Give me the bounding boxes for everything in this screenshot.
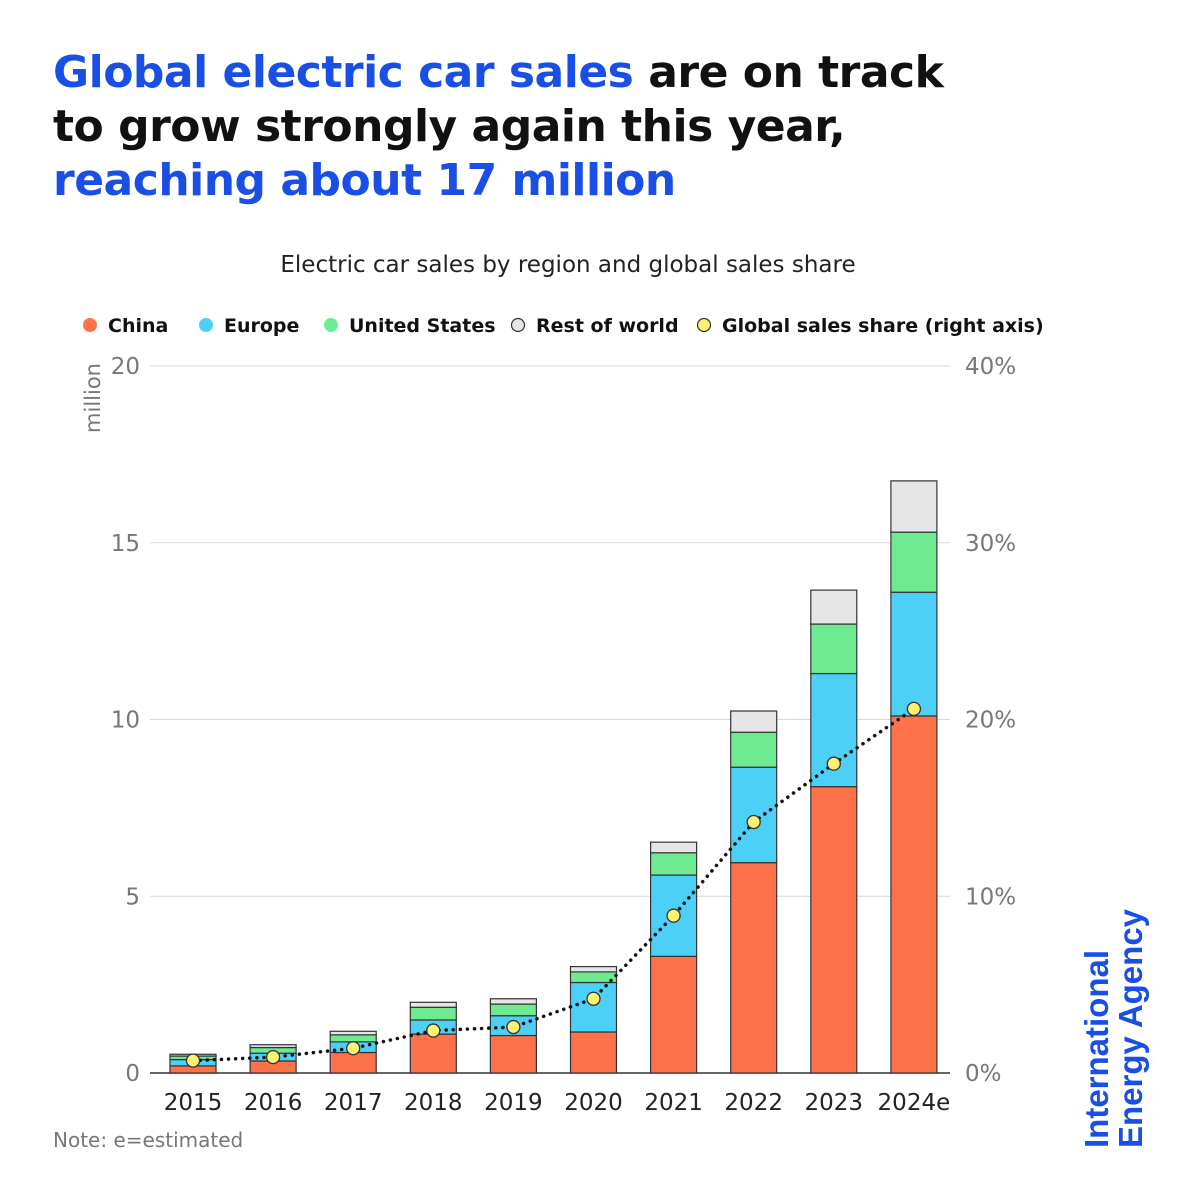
legend: China Europe United States Rest of world Glo… (83, 315, 1044, 337)
bar-europe (569, 981, 618, 1033)
x-tick-label: 2021 (644, 1090, 703, 1116)
bar-united-states (810, 623, 858, 675)
legend-swatch (510, 317, 526, 333)
x-tick-label: 2023 (805, 1090, 864, 1116)
legend-swatch (83, 318, 97, 332)
y2-tick-label: 10% (965, 884, 1016, 910)
bar-china (569, 1031, 618, 1074)
sales-share-point (185, 1053, 201, 1068)
bar-rest-of-world (890, 480, 938, 533)
bar-rest-of-world (569, 965, 618, 973)
y-tick-label: 20 (111, 354, 140, 380)
y-tick-label: 0 (125, 1061, 140, 1087)
x-tick-label: 2022 (724, 1090, 783, 1116)
legend-swatch (696, 317, 712, 333)
bar-rest-of-world (409, 1001, 457, 1008)
sales-share-point (906, 701, 922, 717)
legend-label: China (108, 315, 168, 337)
logo-line-2: Energy Agency (1112, 908, 1149, 1148)
sales-share-point (346, 1041, 361, 1056)
bars (169, 480, 938, 1074)
bar-united-states (890, 531, 938, 593)
legend-item-sales-share: Global sales share (right axis) (696, 315, 1044, 337)
chart-title: Electric car sales by region and global … (280, 252, 855, 278)
sales-share-point (506, 1019, 521, 1035)
bar-rest-of-world (649, 841, 698, 854)
y-axis-label: million (81, 363, 105, 433)
headline-text: are on track to grow strongly again this… (53, 47, 944, 152)
sales-share-point (265, 1049, 281, 1065)
logo-line-1: International (1078, 949, 1115, 1148)
headline-highlight-1: Global electric car sales (53, 47, 634, 98)
bar-united-states (730, 731, 778, 768)
bar-china (649, 955, 698, 1074)
y-tick-label: 10 (111, 708, 140, 734)
legend-item-europe: Europe (199, 315, 299, 337)
sales-share-point (666, 908, 681, 923)
bar-china (489, 1034, 537, 1074)
legend-label: Global sales share (right axis) (722, 315, 1044, 337)
bar-united-states (649, 852, 698, 876)
y-tick-label: 5 (125, 884, 140, 910)
legend-label: United States (349, 315, 496, 337)
x-axis-labels: 2015 2016 2017 2018 2019 2020 2021 2022 2023 2024… (164, 1090, 951, 1116)
bar-china (890, 715, 938, 1074)
bar-united-states (329, 1034, 377, 1043)
x-tick-label: 2024e (878, 1090, 951, 1116)
x-tick-label: 2018 (404, 1090, 463, 1116)
sales-share-point (426, 1023, 441, 1038)
bar-rest-of-world (249, 1044, 297, 1049)
y2-tick-label: 0% (965, 1061, 1002, 1087)
bar-china (730, 862, 778, 1074)
sales-share-line (185, 701, 922, 1068)
bar-united-states (489, 1003, 537, 1017)
bar-china (329, 1051, 377, 1074)
headline-highlight-2: reaching about 17 million (53, 155, 676, 206)
x-tick-label: 2019 (484, 1090, 543, 1116)
x-tick-label: 2015 (164, 1090, 223, 1116)
bar-rest-of-world (489, 998, 537, 1005)
legend-swatch (324, 318, 338, 332)
legend-item-china: China (83, 315, 168, 337)
headline: Global electric car sales are on track t… (53, 46, 973, 208)
x-tick-label: 2020 (564, 1090, 623, 1116)
x-tick-label: 2017 (324, 1090, 383, 1116)
x-tick-label: 2016 (244, 1090, 303, 1116)
y2-tick-label: 40% (965, 354, 1016, 380)
bar-rest-of-world (730, 710, 778, 733)
note: Note: e=estimated (53, 1128, 243, 1152)
sales-share-point (586, 991, 601, 1006)
legend-label: Rest of world (536, 315, 679, 337)
sales-share-line-path (191, 707, 916, 1063)
y-tick-label: 15 (111, 531, 140, 557)
legend-item-rest-of-world: Rest of world (510, 315, 679, 337)
y2-tick-label: 30% (965, 531, 1016, 557)
gridlines: 0 0% 5 10% 10 20% 15 30% 20 40% (111, 354, 1016, 1087)
bar-united-states (409, 1006, 457, 1021)
bar-rest-of-world (329, 1030, 377, 1036)
bar-europe (890, 591, 938, 717)
legend-swatch (199, 318, 213, 332)
sales-share-point (746, 814, 761, 830)
y2-tick-label: 20% (965, 708, 1016, 734)
bar-rest-of-world (810, 589, 858, 625)
legend-item-united-states: United States (324, 315, 496, 337)
legend-label: Europe (224, 315, 299, 337)
bar-china (409, 1033, 457, 1074)
bar-china (810, 786, 858, 1074)
sales-share-point (826, 756, 841, 771)
iea-logo: International Energy Agency (1078, 908, 1149, 1148)
